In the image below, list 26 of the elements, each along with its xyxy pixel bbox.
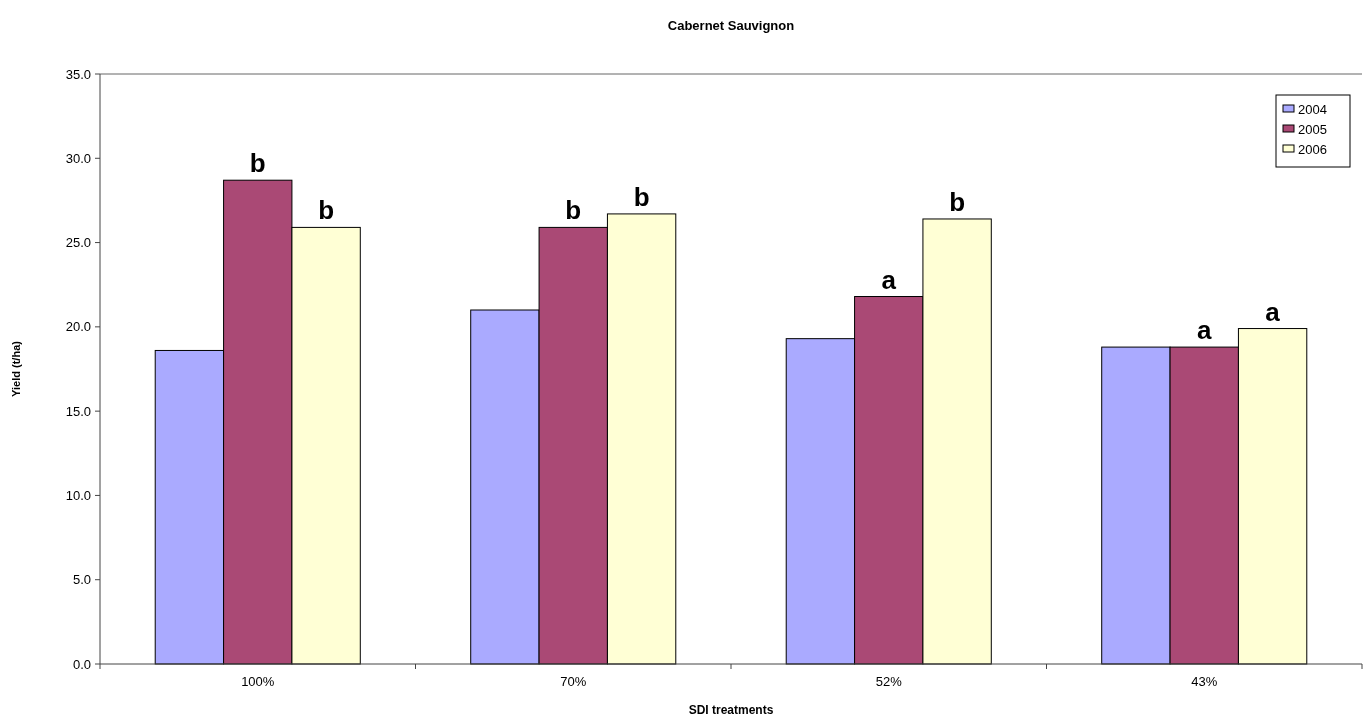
y-tick-label: 30.0 bbox=[65, 150, 91, 166]
data-label: b bbox=[249, 148, 266, 179]
y-tick-label: 20.0 bbox=[65, 319, 91, 335]
x-tick-label: 100% bbox=[241, 674, 275, 689]
x-tick-label: 70% bbox=[560, 674, 587, 689]
y-tick-label: 35.0 bbox=[65, 66, 91, 82]
x-tick-label: 43% bbox=[1191, 674, 1218, 689]
y-tick-label: 15.0 bbox=[65, 403, 91, 419]
data-label: b bbox=[565, 195, 582, 226]
data-label: b bbox=[633, 181, 650, 212]
data-label: b bbox=[949, 186, 966, 217]
y-axis-title: Yield (t/ha) bbox=[10, 340, 22, 397]
data-label: a bbox=[1265, 296, 1281, 327]
chart-title: Cabernet Sauvignon bbox=[667, 18, 795, 33]
legend-label: 2005 bbox=[1298, 121, 1327, 137]
y-tick-label: 25.0 bbox=[65, 235, 91, 251]
legend-label: 2006 bbox=[1298, 141, 1327, 157]
legend-label: 2004 bbox=[1298, 101, 1327, 117]
y-tick-label: 10.0 bbox=[65, 487, 91, 503]
y-tick-label: 5.0 bbox=[72, 572, 91, 588]
data-label: a bbox=[1197, 315, 1213, 346]
x-tick-label: 52% bbox=[875, 674, 903, 689]
data-label: a bbox=[881, 264, 897, 295]
x-axis-title: SDI treatments bbox=[688, 703, 774, 717]
y-tick-label: 0.0 bbox=[72, 656, 91, 672]
data-label: b bbox=[318, 195, 335, 226]
